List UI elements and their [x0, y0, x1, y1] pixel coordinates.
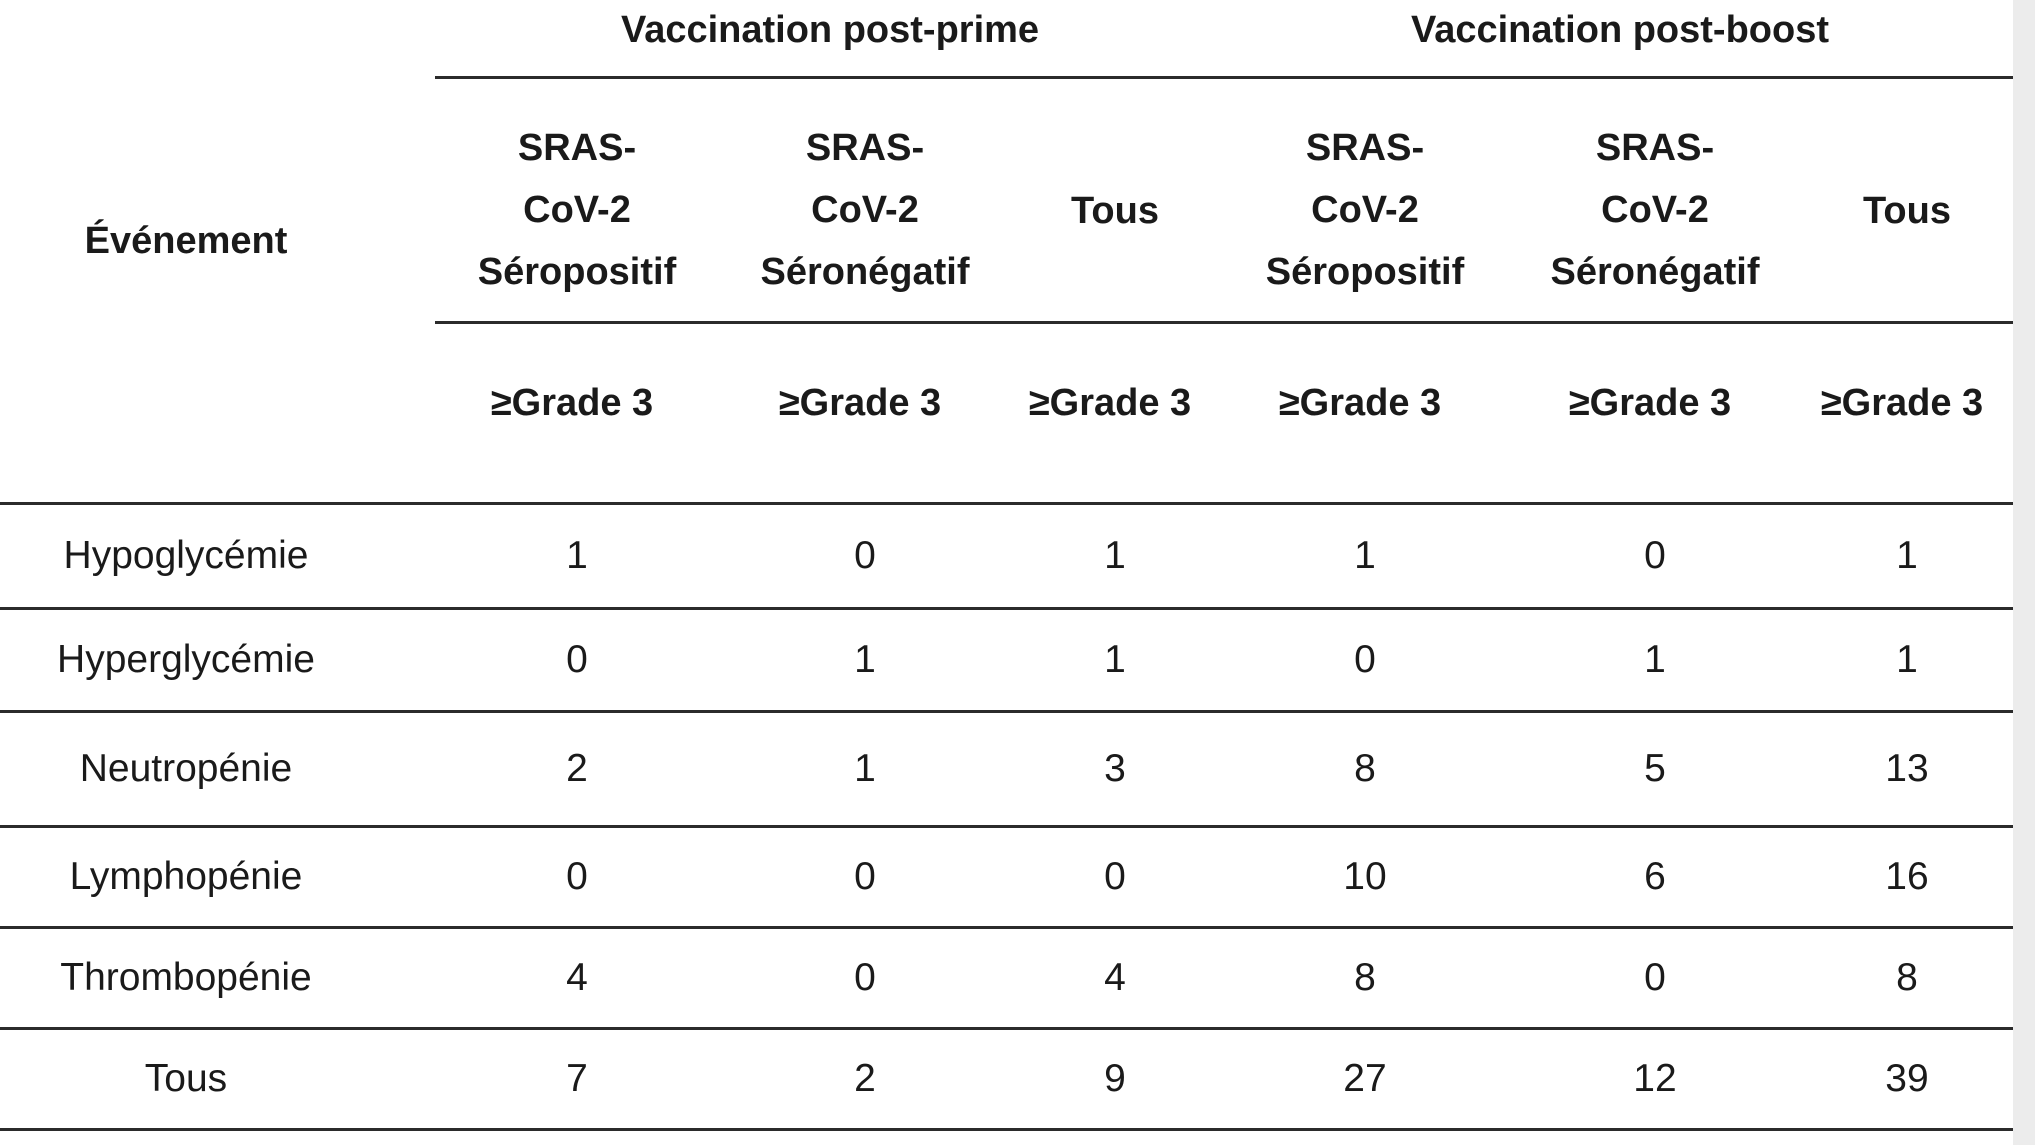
value-cell: 39 [1885, 1057, 1929, 1100]
column-header-divider [435, 321, 2013, 324]
value-cell: 8 [1354, 747, 1376, 790]
group-header-post-prime: Vaccination post-prime [620, 9, 1040, 51]
value-cell: 9 [1104, 1057, 1126, 1100]
value-cell: 1 [1896, 534, 1918, 577]
row-divider [0, 825, 2013, 828]
value-cell: 6 [1644, 855, 1666, 898]
column-header-line: SRAS- [517, 127, 637, 169]
event-name-cell: Thrombopénie [60, 956, 312, 999]
value-cell: 16 [1885, 855, 1929, 898]
grade-label: ≥Grade 3 [1568, 382, 1732, 424]
value-cell: 1 [1354, 534, 1376, 577]
value-cell: 8 [1354, 956, 1376, 999]
table-row: Thrombopénie 4 0 4 8 0 8 [0, 928, 2013, 1027]
value-cell: 2 [566, 747, 588, 790]
row-divider [0, 607, 2013, 610]
column-header-line: Séronégatif [760, 251, 970, 293]
row-divider [0, 1128, 2013, 1131]
event-name-cell: Hypoglycémie [63, 534, 309, 577]
value-cell: 1 [1104, 534, 1126, 577]
event-name-cell: Tous [144, 1057, 228, 1100]
value-cell: 0 [1644, 956, 1666, 999]
value-cell: 5 [1644, 747, 1666, 790]
value-cell: 4 [566, 956, 588, 999]
value-cell: 1 [1644, 638, 1666, 681]
event-name-cell: Neutropénie [79, 747, 293, 790]
column-header-line: Séropositif [477, 251, 677, 293]
column-header-line: Séropositif [1265, 251, 1465, 293]
column-header-line: CoV-2 [523, 189, 631, 231]
value-cell: 0 [1354, 638, 1376, 681]
table-row: Tous 7 2 9 27 12 39 [0, 1029, 2013, 1128]
table-row: Hypoglycémie 1 0 1 1 0 1 [0, 505, 2013, 607]
column-header-line: Tous [1863, 190, 1951, 232]
value-cell: 0 [854, 855, 876, 898]
column-header-0: SRAS- CoV-2 Séropositif [447, 117, 707, 303]
column-header-line: CoV-2 [811, 189, 919, 231]
row-divider [0, 1027, 2013, 1030]
group-header-post-boost: Vaccination post-boost [1410, 9, 1830, 51]
value-cell: 0 [566, 638, 588, 681]
column-header-line: CoV-2 [1311, 189, 1419, 231]
event-name-cell: Lymphopénie [69, 855, 303, 898]
value-cell: 1 [854, 638, 876, 681]
value-cell: 3 [1104, 747, 1126, 790]
column-header-line: SRAS- [805, 127, 925, 169]
value-cell: 1 [1104, 638, 1126, 681]
grade-label: ≥Grade 3 [490, 382, 654, 424]
column-header-2: Tous [985, 180, 1245, 242]
table-row: Neutropénie 2 1 3 8 5 13 [0, 712, 2013, 825]
value-cell: 0 [1104, 855, 1126, 898]
value-cell: 7 [566, 1057, 588, 1100]
value-cell: 27 [1343, 1057, 1387, 1100]
grade-label: ≥Grade 3 [1820, 382, 1984, 424]
column-header-5: Tous [1777, 180, 2035, 242]
event-name-cell: Hyperglycémie [57, 638, 315, 681]
value-cell: 0 [1644, 534, 1666, 577]
table-row: Hyperglycémie 0 1 1 0 1 1 [0, 609, 2013, 710]
grade-label: ≥Grade 3 [1028, 382, 1192, 424]
column-header-line: SRAS- [1305, 127, 1425, 169]
value-cell: 1 [566, 534, 588, 577]
value-cell: 0 [854, 534, 876, 577]
row-divider [0, 710, 2013, 713]
header-bottom-divider [0, 502, 2013, 505]
value-cell: 1 [854, 747, 876, 790]
column-header-4: SRAS- CoV-2 Séronégatif [1525, 117, 1785, 303]
value-cell: 1 [1896, 638, 1918, 681]
value-cell: 12 [1633, 1057, 1677, 1100]
column-header-line: Tous [1071, 190, 1159, 232]
table-row: Lymphopénie 0 0 0 10 6 16 [0, 827, 2013, 926]
value-cell: 0 [854, 956, 876, 999]
value-cell: 13 [1885, 747, 1929, 790]
column-header-3: SRAS- CoV-2 Séropositif [1235, 117, 1495, 303]
row-divider [0, 926, 2013, 929]
grade-label: ≥Grade 3 [1278, 382, 1442, 424]
grade-label: ≥Grade 3 [778, 382, 942, 424]
row-header-label: Événement [84, 220, 288, 262]
value-cell: 0 [566, 855, 588, 898]
value-cell: 8 [1896, 956, 1918, 999]
group-header-divider [435, 76, 2013, 79]
value-cell: 10 [1343, 855, 1387, 898]
page-edge [2013, 0, 2035, 1145]
column-header-line: SRAS- [1595, 127, 1715, 169]
value-cell: 4 [1104, 956, 1126, 999]
column-header-1: SRAS- CoV-2 Séronégatif [735, 117, 995, 303]
column-header-line: CoV-2 [1601, 189, 1709, 231]
column-header-line: Séronégatif [1550, 251, 1760, 293]
value-cell: 2 [854, 1057, 876, 1100]
